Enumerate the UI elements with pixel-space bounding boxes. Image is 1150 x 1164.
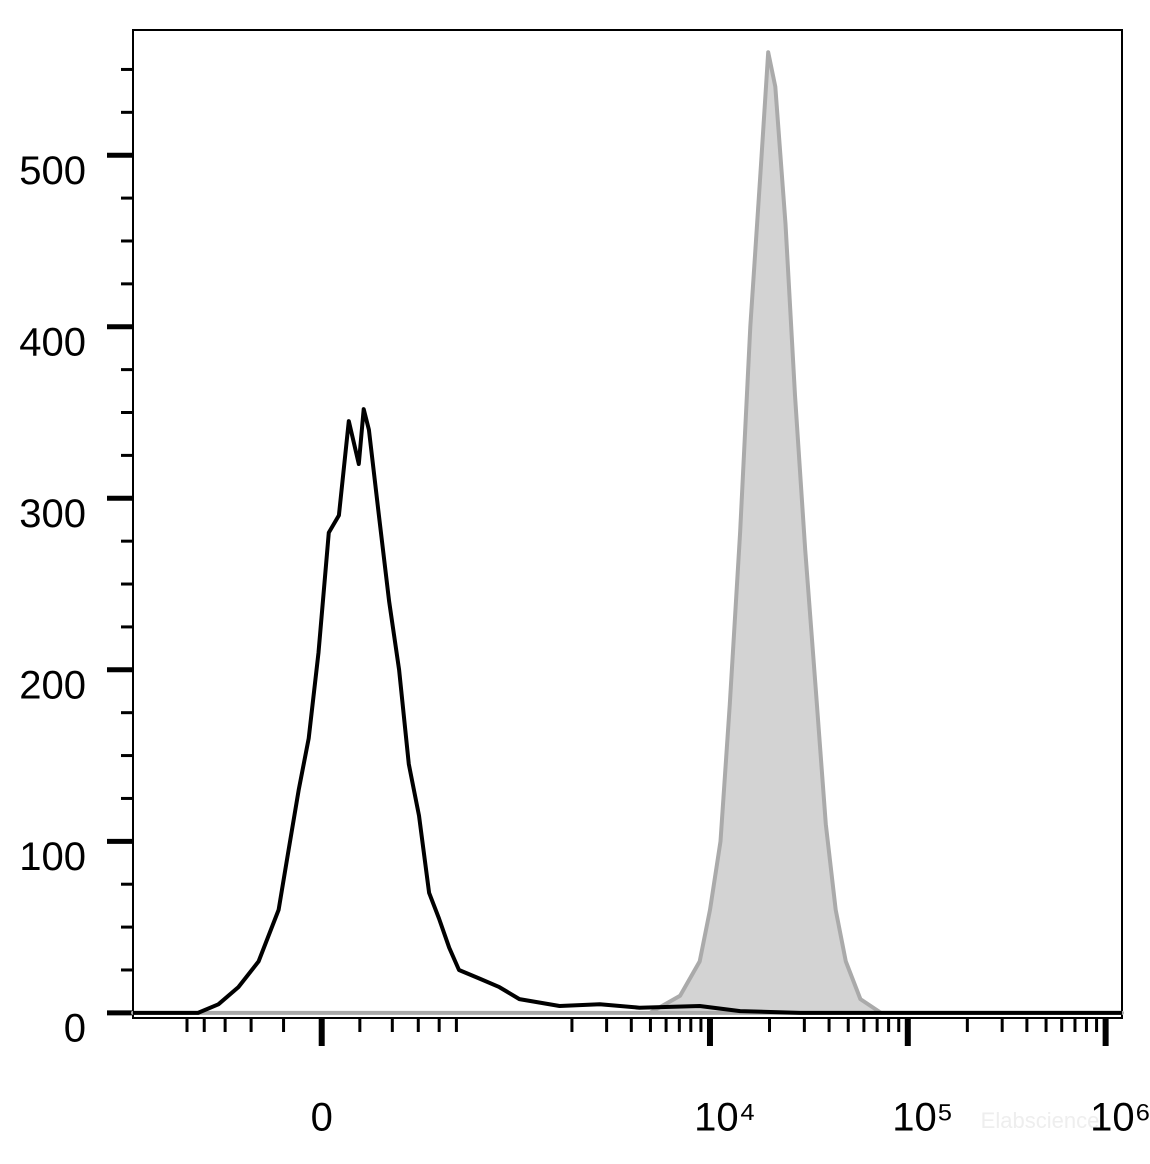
x-tick-label: 0 xyxy=(311,1096,333,1140)
histogram-line xyxy=(133,407,1122,1015)
x-tick-label: 10⁵ xyxy=(892,1096,953,1140)
x-tick-label: 10⁶ xyxy=(1090,1096,1150,1140)
watermark: Elabscience xyxy=(981,1108,1100,1133)
y-tick-label: 200 xyxy=(19,663,86,707)
y-tick-label: 500 xyxy=(19,149,86,193)
y-tick-label: 300 xyxy=(19,492,86,536)
x-tick-label: 10⁴ xyxy=(694,1096,756,1140)
filled-histogram xyxy=(131,50,1124,1015)
y-tick-label: 0 xyxy=(64,1006,86,1050)
plot-frame xyxy=(132,29,1123,1019)
y-tick-label: 100 xyxy=(19,835,86,879)
y-tick-label: 400 xyxy=(19,320,86,364)
